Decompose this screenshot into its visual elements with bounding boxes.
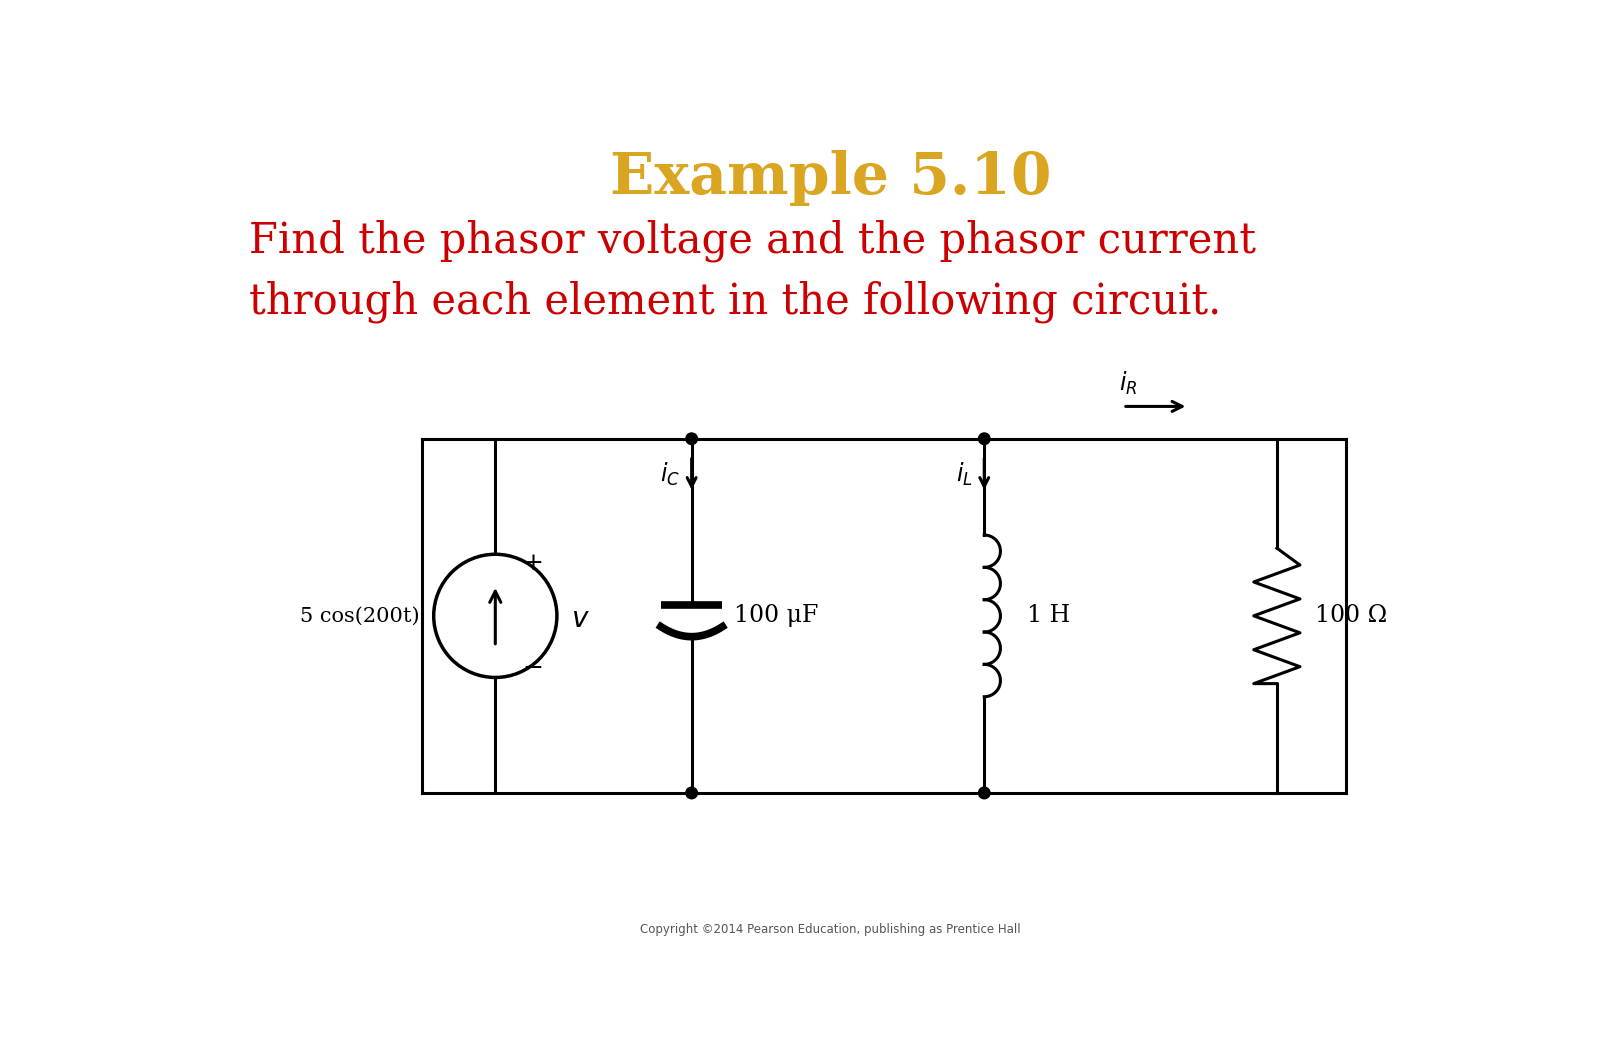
Text: 100 μF: 100 μF xyxy=(734,604,818,628)
Circle shape xyxy=(978,787,990,799)
Circle shape xyxy=(685,433,698,445)
Text: −: − xyxy=(522,656,543,680)
Text: $i_R$: $i_R$ xyxy=(1119,370,1137,397)
Text: $i_C$: $i_C$ xyxy=(659,461,680,487)
Text: Example 5.10: Example 5.10 xyxy=(609,150,1051,206)
Text: Copyright ©2014 Pearson Education, publishing as Prentice Hall: Copyright ©2014 Pearson Education, publi… xyxy=(640,924,1021,936)
Text: through each element in the following circuit.: through each element in the following ci… xyxy=(249,281,1221,323)
Text: 100 Ω: 100 Ω xyxy=(1315,604,1388,628)
Text: $v$: $v$ xyxy=(570,606,590,633)
Text: Find the phasor voltage and the phasor current: Find the phasor voltage and the phasor c… xyxy=(249,219,1256,262)
Text: +: + xyxy=(522,552,543,575)
Circle shape xyxy=(978,433,990,445)
Text: $i_L$: $i_L$ xyxy=(956,461,972,487)
Text: 5 cos(200t): 5 cos(200t) xyxy=(300,606,420,626)
Text: 1 H: 1 H xyxy=(1027,604,1069,628)
Circle shape xyxy=(685,787,698,799)
